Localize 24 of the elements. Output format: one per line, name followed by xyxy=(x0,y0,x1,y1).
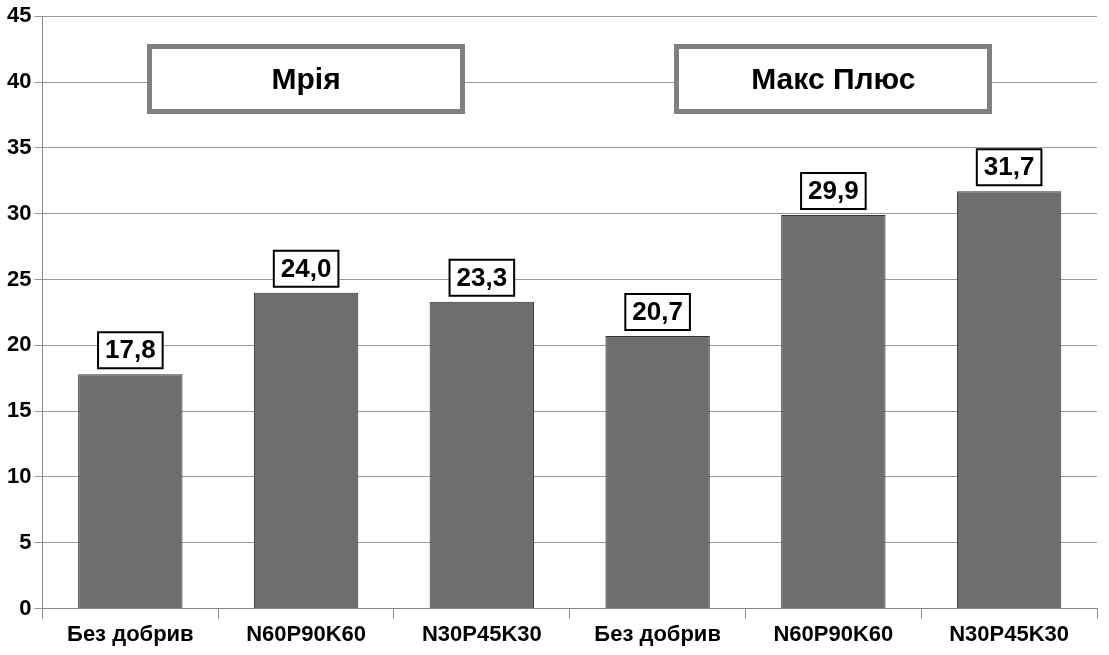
caption-box: Макс Плюс xyxy=(674,44,993,115)
data-label: 20,7 xyxy=(632,296,683,327)
y-tick-label: 35 xyxy=(6,133,32,159)
y-tick-label: 30 xyxy=(6,199,32,225)
y-tick-label: 15 xyxy=(6,397,32,423)
y-tick-label: 45 xyxy=(6,2,32,28)
y-tick-label: 0 xyxy=(19,594,32,620)
data-label: 17,8 xyxy=(105,334,156,365)
x-tick-label: N60P90K60 xyxy=(773,620,894,646)
data-label: 24,0 xyxy=(280,252,332,283)
data-label: 31,7 xyxy=(983,151,1035,182)
y-tick-label: 20 xyxy=(6,331,32,357)
x-tick-label: N60P90K60 xyxy=(246,620,367,646)
x-tick-label: N30P45K30 xyxy=(949,620,1070,646)
data-label: 23,3 xyxy=(456,262,508,293)
y-tick-label: 25 xyxy=(6,265,32,291)
y-tick-label: 10 xyxy=(6,463,32,489)
y-tick-label: 40 xyxy=(6,68,32,94)
caption-box: Мрія xyxy=(147,44,466,115)
x-tick-label: Без добрив xyxy=(67,620,194,646)
data-label: 29,9 xyxy=(808,175,859,206)
x-tick-label: N30P45K30 xyxy=(421,620,542,646)
y-tick-label: 5 xyxy=(19,528,32,554)
x-tick-label: Без добрив xyxy=(594,620,721,646)
